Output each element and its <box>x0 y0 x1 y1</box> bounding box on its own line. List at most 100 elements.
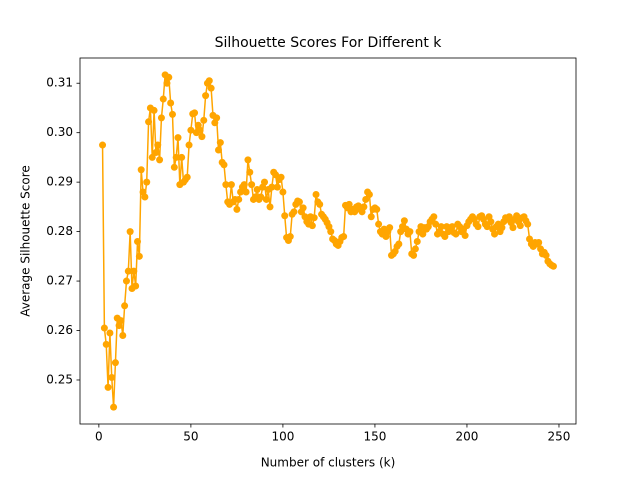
data-point <box>373 205 381 213</box>
data-point <box>524 220 532 228</box>
data-point <box>406 228 414 236</box>
data-point <box>202 92 210 100</box>
data-point <box>165 73 173 81</box>
data-point <box>119 331 127 339</box>
data-point <box>200 116 208 124</box>
data-point <box>316 200 324 208</box>
data-point <box>281 212 289 220</box>
data-point <box>157 114 165 122</box>
data-point <box>99 141 107 149</box>
x-tick-label: 0 <box>95 430 103 444</box>
data-point <box>430 213 438 221</box>
data-point <box>279 188 287 196</box>
data-point <box>437 223 445 231</box>
chart-title: Silhouette Scores For Different k <box>215 35 443 51</box>
data-point <box>111 359 119 367</box>
data-point <box>432 220 440 228</box>
data-point <box>498 224 506 232</box>
y-tick-label: 0.30 <box>46 125 73 139</box>
data-point <box>360 203 368 211</box>
data-point <box>246 168 254 176</box>
data-point <box>419 230 427 238</box>
data-point <box>240 181 248 189</box>
data-point <box>183 173 191 181</box>
data-point <box>156 156 164 164</box>
data-point <box>152 148 160 156</box>
data-point <box>135 252 143 260</box>
data-point <box>549 262 557 270</box>
data-point <box>220 161 228 169</box>
data-point <box>121 302 129 310</box>
data-point <box>137 166 145 174</box>
data-point <box>242 188 250 196</box>
data-point <box>178 153 186 161</box>
data-point <box>235 195 243 203</box>
data-point <box>198 133 206 141</box>
data-point <box>196 126 204 134</box>
data-point <box>386 224 394 232</box>
data-point <box>295 198 303 206</box>
data-point <box>214 146 222 154</box>
data-point <box>244 156 252 164</box>
data-point <box>150 106 158 114</box>
data-point <box>168 110 176 118</box>
data-point <box>257 193 265 201</box>
data-point <box>227 181 235 189</box>
data-point <box>474 223 482 231</box>
data-point <box>542 251 550 259</box>
y-tick-label: 0.25 <box>46 372 73 386</box>
data-point <box>185 141 193 149</box>
data-point <box>154 141 162 149</box>
data-point <box>487 218 495 226</box>
y-tick-label: 0.27 <box>46 274 73 288</box>
data-point <box>273 183 281 191</box>
data-point <box>411 245 419 253</box>
data-point <box>145 118 153 126</box>
data-point <box>277 173 285 181</box>
data-point <box>170 163 178 171</box>
data-point <box>312 191 320 199</box>
y-tick-label: 0.28 <box>46 224 73 238</box>
data-point <box>262 195 270 203</box>
data-point <box>491 230 499 238</box>
data-point <box>308 222 316 230</box>
data-point <box>375 220 383 228</box>
data-point <box>248 181 256 189</box>
data-point <box>134 237 142 245</box>
x-axis-label: Number of clusters (k) <box>261 456 396 470</box>
data-point <box>509 224 517 232</box>
data-point <box>505 213 513 221</box>
y-tick-label: 0.29 <box>46 175 73 189</box>
data-point <box>222 181 230 189</box>
data-point <box>299 204 307 212</box>
data-point <box>167 99 175 107</box>
data-point <box>513 212 521 220</box>
data-point <box>130 267 138 275</box>
data-point <box>441 233 449 241</box>
data-point <box>483 223 491 231</box>
x-tick-label: 200 <box>456 430 479 444</box>
data-point <box>413 237 421 245</box>
y-tick-label: 0.26 <box>46 323 73 337</box>
data-point <box>362 195 370 203</box>
data-point <box>148 153 156 161</box>
data-point <box>400 217 408 225</box>
data-point <box>290 208 298 216</box>
y-axis-label: Average Silhouette Score <box>19 165 33 317</box>
plot-frame <box>79 57 577 425</box>
data-point <box>310 214 318 222</box>
data-point <box>516 222 524 230</box>
data-point <box>452 230 460 238</box>
data-point <box>187 126 195 134</box>
data-point <box>365 191 373 199</box>
data-point <box>205 77 213 85</box>
x-tick-label: 250 <box>548 430 571 444</box>
data-point <box>367 213 375 221</box>
data-point <box>261 178 269 186</box>
data-point <box>340 233 348 241</box>
data-point <box>345 200 353 208</box>
data-point <box>207 84 215 92</box>
data-point <box>106 329 114 337</box>
data-point <box>163 79 171 87</box>
data-point <box>132 282 140 290</box>
